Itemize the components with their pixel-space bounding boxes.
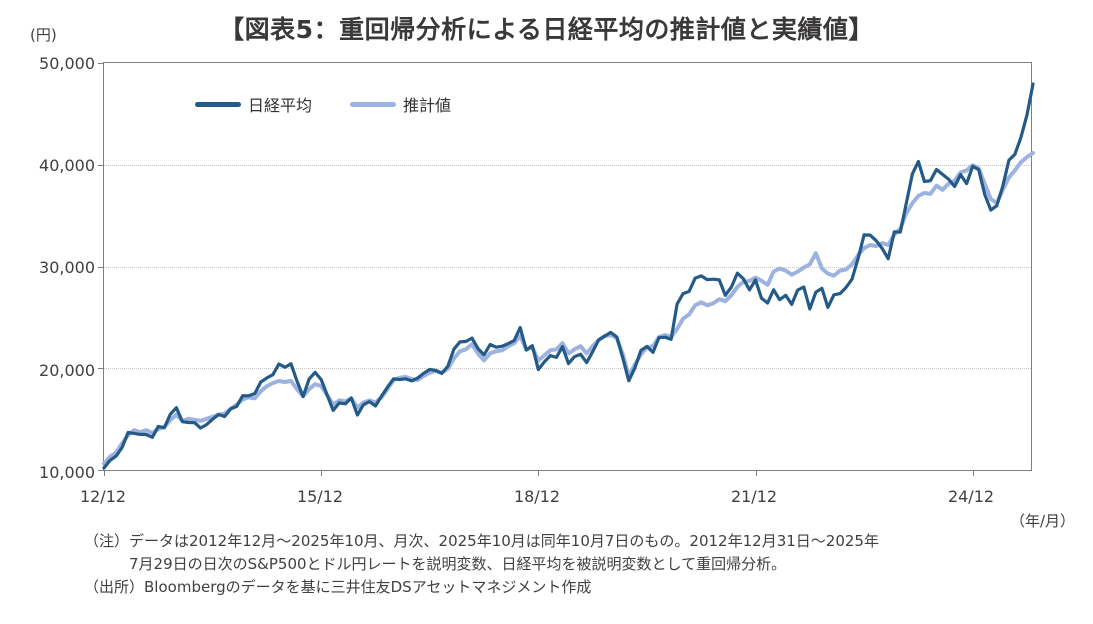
- note-text-2: 7月29日の日次のS&P500とドル円レートを説明変数、日経平均を被説明変数とし…: [129, 555, 787, 573]
- legend-label-nikkei: 日経平均: [248, 96, 313, 115]
- x-tick-label-18-12: 18/12: [513, 487, 561, 506]
- legend-label-estimate: 推計値: [403, 96, 452, 115]
- legend-item-nikkei: 日経平均: [195, 92, 312, 116]
- nikkei-line-swatch: [195, 101, 241, 107]
- y-tick-mark: [98, 368, 104, 370]
- chart-title: 【図表5：重回帰分析による日経平均の推計値と実績値】: [219, 15, 874, 44]
- footnotes: （注）データは2012年12月～2025年10月、月次、2025年10月は同年1…: [84, 530, 1074, 599]
- series-line-日経平均: [102, 82, 1035, 470]
- x-tick-mark: [321, 470, 323, 476]
- plot-area: [98, 62, 1035, 476]
- estimate-line-swatch: [350, 101, 397, 107]
- gridline-30000: [104, 266, 1031, 268]
- source-text: Bloombergのデータを基に三井住友DSアセットマネジメント作成: [144, 578, 592, 596]
- y-tick-mark: [98, 164, 104, 166]
- note-label: （注）: [84, 532, 130, 550]
- y-tick-label-10000: 10,000: [39, 463, 95, 482]
- x-tick-mark: [538, 470, 540, 476]
- y-axis-unit-label: (円): [30, 26, 57, 44]
- x-axis-unit-label: （年/月）: [1009, 512, 1075, 530]
- y-tick-label-40000: 40,000: [39, 156, 95, 175]
- x-tick-label-12-12: 12/12: [79, 487, 127, 506]
- y-tick-mark: [98, 470, 104, 471]
- x-tick-label-21-12: 21/12: [730, 487, 778, 506]
- x-tick-mark: [972, 470, 974, 476]
- note-line: 7月29日の日次のS&P500とドル円レートを説明変数、日経平均を被説明変数とし…: [84, 553, 1074, 576]
- note-text-1: データは2012年12月～2025年10月、月次、2025年10月は同年10月7…: [129, 532, 879, 550]
- x-tick-label-15-12: 15/12: [296, 487, 344, 506]
- source-label: （出所）: [84, 578, 145, 596]
- chart-legend: 日経平均 推計値: [195, 92, 451, 116]
- note-line: （注）データは2012年12月～2025年10月、月次、2025年10月は同年1…: [84, 530, 1074, 553]
- line-chart-canvas: [102, 82, 1035, 470]
- x-tick-mark: [755, 470, 757, 476]
- series-line-推計値: [102, 151, 1035, 466]
- gridline-40000: [104, 164, 1031, 166]
- y-tick-mark: [98, 266, 104, 268]
- y-tick-mark: [98, 63, 104, 64]
- y-tick-label-50000: 50,000: [39, 54, 95, 73]
- y-tick-label-30000: 30,000: [39, 258, 95, 277]
- y-tick-label-20000: 20,000: [39, 361, 95, 380]
- x-tick-mark: [104, 470, 105, 476]
- legend-item-estimate: 推計値: [350, 92, 451, 116]
- x-tick-label-24-12: 24/12: [947, 487, 995, 506]
- source-line: （出所）Bloombergのデータを基に三井住友DSアセットマネジメント作成: [84, 576, 1074, 599]
- gridline-20000: [104, 368, 1031, 370]
